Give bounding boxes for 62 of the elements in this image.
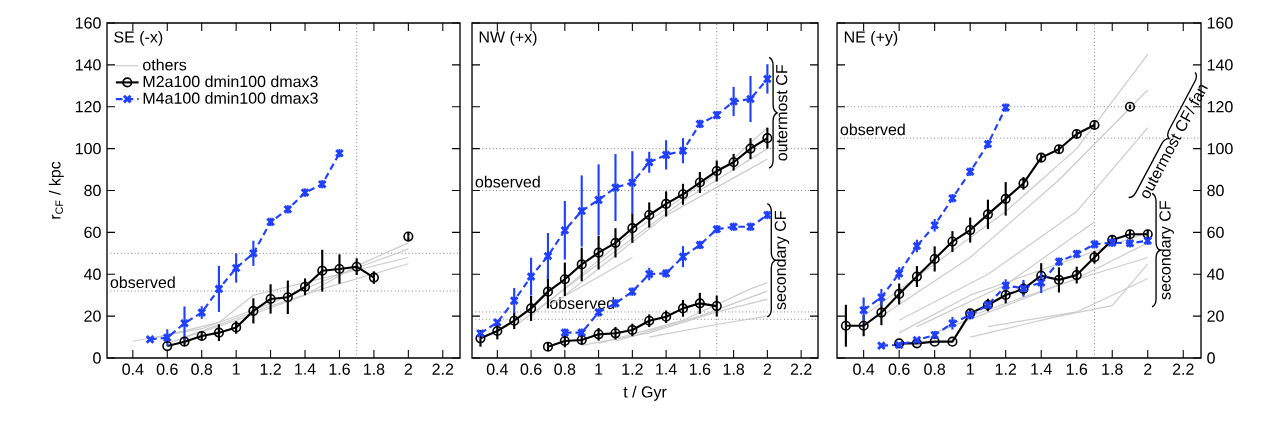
annotation: secondary CF xyxy=(1158,201,1174,300)
legend-label: others xyxy=(143,58,187,71)
x-tick-label: 1.6 xyxy=(689,363,711,375)
x-tick-label: 2 xyxy=(763,363,772,375)
x-axis-title: t / Gyr xyxy=(623,385,667,401)
y-tick-label: 40 xyxy=(1206,268,1224,280)
y-tick-label: 60 xyxy=(1207,226,1224,239)
ref-line-label: observed xyxy=(475,175,540,188)
y-tick-label: 0 xyxy=(93,352,101,364)
x-tick-label: 2 xyxy=(404,363,412,375)
x-tick-label: 1.4 xyxy=(295,363,316,375)
ref-line-label: observed xyxy=(110,276,175,289)
x-tick-label: 0.4 xyxy=(486,363,508,375)
legend-label: M2a100 dmin100 dmax3 xyxy=(143,75,318,88)
x-tick-label: 2.2 xyxy=(432,363,454,375)
y-tick-label: 120 xyxy=(75,101,101,113)
y-axis-title: r$_{CF}$ / kpc xyxy=(48,161,64,219)
annotation: secondary CF xyxy=(774,211,790,310)
chart-title: NW (+x) xyxy=(479,30,537,46)
x-tick-label: 0.8 xyxy=(924,363,946,375)
chart-title: NE (+y) xyxy=(844,30,898,46)
chart-title: SE (-x) xyxy=(114,30,163,46)
y-tick-label: 160 xyxy=(75,17,101,29)
x-tick-label: 0.8 xyxy=(554,363,576,375)
x-tick-label: 1.4 xyxy=(1031,363,1052,375)
x-tick-label: 1 xyxy=(595,363,603,375)
x-tick-label: 0.6 xyxy=(156,363,178,375)
y-tick-label: 140 xyxy=(75,59,101,71)
x-tick-label: 1.8 xyxy=(364,363,385,375)
x-tick-label: 2.2 xyxy=(790,363,812,375)
y-tick-label: 80 xyxy=(1207,184,1224,197)
x-tick-label: 1.8 xyxy=(1102,363,1123,375)
x-tick-label: 1.2 xyxy=(995,363,1017,375)
x-tick-label: 0.6 xyxy=(888,363,910,375)
y-tick-label: 0 xyxy=(1207,352,1215,364)
y-tick-label: 20 xyxy=(84,310,101,322)
x-tick-label: 0.4 xyxy=(853,363,875,375)
y-tick-label: 160 xyxy=(1207,17,1233,29)
x-tick-label: 2.2 xyxy=(1172,363,1194,375)
y-tick-label: 40 xyxy=(83,268,101,280)
y-tick-label: 100 xyxy=(1207,142,1233,155)
legend-label: M4a100 dmin100 dmax3 xyxy=(143,92,318,104)
x-tick-label: 2 xyxy=(1144,363,1152,375)
y-tick-label: 60 xyxy=(84,226,101,239)
y-tick-label: 100 xyxy=(75,142,101,155)
x-tick-label: 0.6 xyxy=(520,363,542,375)
x-tick-label: 1 xyxy=(966,363,974,375)
x-tick-label: 1 xyxy=(232,363,240,375)
x-tick-label: 1.4 xyxy=(656,363,677,375)
x-tick-label: 1.2 xyxy=(260,363,281,375)
ref-line-label: observed xyxy=(840,123,905,136)
x-tick-label: 1.6 xyxy=(1066,363,1088,375)
x-tick-label: 1.8 xyxy=(723,363,745,375)
y-tick-label: 20 xyxy=(1207,310,1224,322)
x-tick-label: 1.6 xyxy=(329,363,350,375)
y-tick-label: 140 xyxy=(1207,59,1233,71)
annotation: outermost CF xyxy=(776,65,788,161)
x-tick-label: 0.8 xyxy=(191,363,213,375)
x-tick-label: 1.2 xyxy=(622,363,643,375)
y-tick-label: 80 xyxy=(84,184,101,197)
y-tick-label: 120 xyxy=(1207,101,1233,113)
x-tick-label: 0.4 xyxy=(122,363,144,375)
